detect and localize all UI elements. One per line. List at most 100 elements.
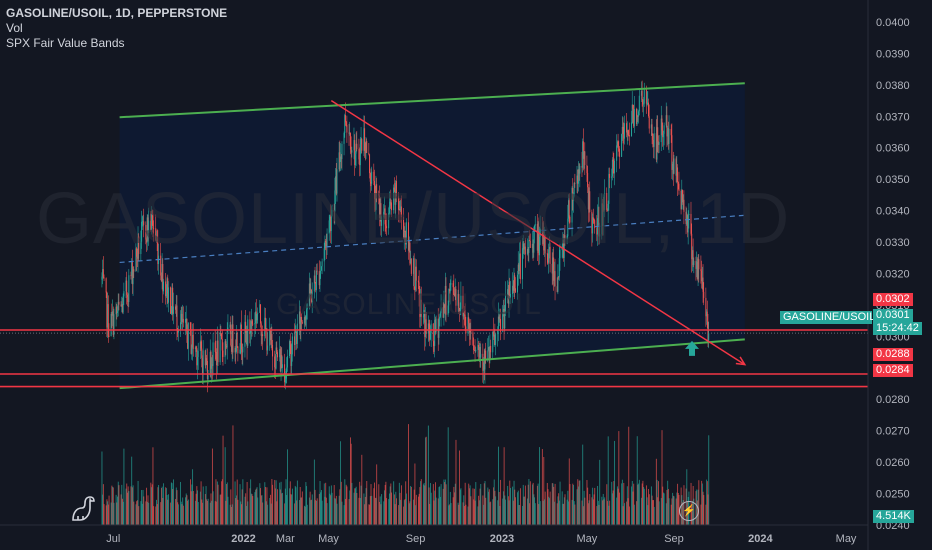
candle-body — [349, 133, 351, 150]
volume-bar — [656, 479, 658, 525]
candle-body — [172, 306, 174, 315]
volume-bar — [439, 486, 441, 525]
candle-body — [112, 311, 114, 335]
volume-bar — [601, 496, 603, 525]
lightning-bolt-icon[interactable]: ⚡ — [679, 501, 699, 521]
candle-body — [318, 271, 320, 286]
volume-bar — [544, 491, 546, 525]
volume-bar — [103, 504, 105, 525]
price-tick-label: 0.0360 — [876, 143, 910, 155]
volume-bar — [424, 485, 426, 525]
volume-bar — [636, 436, 638, 525]
candle-body — [261, 334, 263, 336]
candle-body — [400, 206, 402, 218]
volume-bar — [622, 506, 624, 525]
price-tick-label: 0.0390 — [876, 48, 910, 60]
candle-body — [424, 319, 426, 337]
candle-body — [121, 304, 123, 306]
volume-bar — [225, 500, 227, 525]
volume-bar — [648, 494, 650, 525]
volume-bar — [269, 497, 271, 525]
volume-bar — [478, 500, 480, 525]
tradingview-dino-icon[interactable] — [70, 494, 98, 527]
volume-bar — [330, 495, 332, 525]
candle-body — [386, 226, 388, 229]
volume-bar — [672, 492, 674, 525]
volume-bar — [275, 480, 277, 525]
candle-body — [678, 183, 680, 192]
volume-bar — [360, 485, 362, 525]
price-tick-label: 0.0350 — [876, 174, 910, 186]
candle-body — [126, 280, 128, 295]
candle-body — [607, 203, 609, 211]
candle-body — [235, 347, 237, 352]
candle-body — [677, 182, 679, 184]
candle-body — [165, 293, 167, 297]
candle-body — [335, 176, 337, 194]
candle-body — [274, 356, 276, 368]
volume-bar — [365, 488, 367, 525]
volume-bar — [286, 494, 288, 525]
volume-bar — [493, 487, 494, 525]
candle-body — [413, 258, 415, 290]
candle-body — [247, 319, 249, 346]
candle-body — [227, 327, 229, 330]
volume-bar — [443, 479, 445, 525]
legend-fair-value-indicator[interactable]: SPX Fair Value Bands — [6, 36, 125, 50]
candle-body — [358, 149, 360, 160]
volume-bar — [242, 479, 244, 525]
red-arrow-head — [735, 356, 747, 366]
volume-bar — [285, 479, 287, 525]
candle-body — [294, 332, 296, 345]
candle-body — [655, 133, 657, 160]
volume-bar — [553, 501, 555, 525]
candle-body — [427, 323, 429, 334]
legend-symbol-title[interactable]: GASOLINE/USOIL, 1D, PEPPERSTONE — [6, 6, 228, 20]
candle-body — [326, 233, 328, 247]
volume-bar — [245, 493, 247, 525]
candle-body — [454, 289, 456, 296]
volume-bar — [616, 486, 618, 525]
candle-body — [439, 316, 441, 320]
volume-bar — [121, 484, 123, 525]
candle-body — [633, 108, 635, 127]
candle-body — [181, 313, 183, 322]
candle-body — [442, 307, 444, 318]
volume-bar — [448, 505, 450, 525]
volume-bar — [437, 498, 439, 525]
volume-bar — [532, 482, 534, 525]
volume-bar — [502, 491, 504, 525]
volume-bar — [502, 498, 504, 525]
volume-bar — [220, 494, 222, 525]
candle-body — [160, 275, 162, 282]
candle-body — [359, 144, 361, 166]
volume-bar — [299, 500, 300, 525]
legend-volume-indicator[interactable]: Vol — [6, 21, 23, 35]
volume-bar — [391, 492, 392, 525]
volume-bar — [146, 501, 148, 525]
volume-bar — [211, 500, 213, 525]
candle-body — [262, 334, 264, 337]
candle-body — [601, 203, 603, 235]
candle-body — [650, 124, 652, 129]
volume-bar — [386, 498, 388, 525]
candle-body — [614, 160, 616, 174]
volume-bar — [112, 486, 114, 525]
volume-bar — [101, 451, 103, 525]
candle-body — [150, 220, 152, 231]
candle-body — [328, 220, 330, 234]
candle-body — [433, 341, 435, 346]
candle-body — [330, 216, 332, 231]
candle-body — [557, 276, 559, 292]
candle-body — [483, 362, 485, 371]
price-tick-label: 0.0370 — [876, 111, 910, 123]
volume-bar — [394, 504, 396, 525]
candle-body — [122, 296, 124, 313]
candle-body — [628, 134, 630, 136]
volume-bar — [324, 496, 326, 525]
volume-bar — [538, 504, 540, 525]
candle-body — [267, 345, 269, 351]
candle-body — [125, 280, 127, 292]
volume-bar — [182, 497, 184, 525]
